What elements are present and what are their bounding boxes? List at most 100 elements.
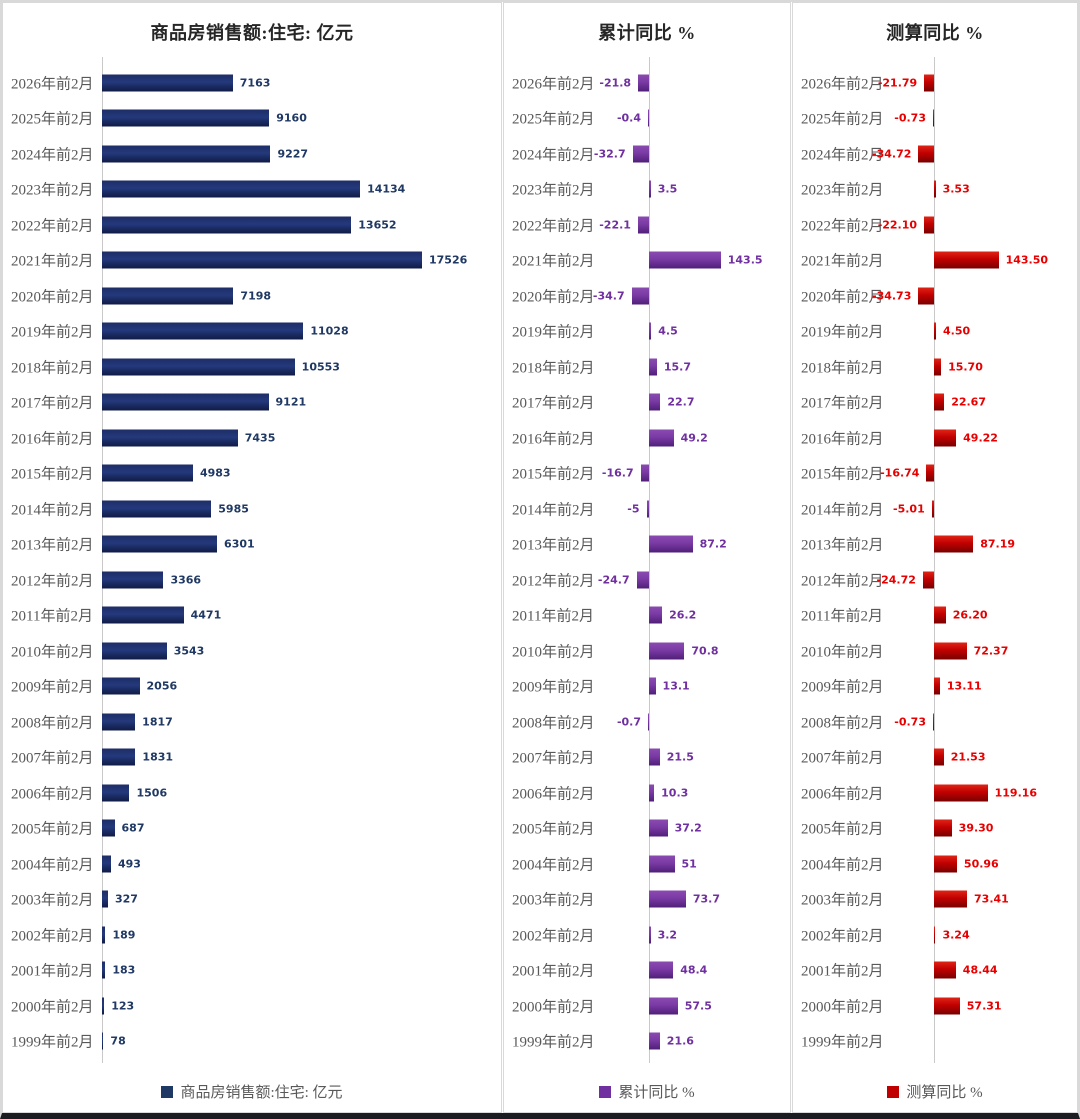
category-label: 2001年前2月 — [512, 963, 595, 980]
chart-row: 2011年前2月 26.20 — [793, 598, 1077, 634]
zero-axis-line — [649, 57, 650, 1063]
chart-row: 2016年前2月 7435 — [3, 420, 501, 456]
value-label: -5.01 — [893, 502, 925, 516]
category-label: 2025年前2月 — [801, 111, 884, 128]
plot-area-sales: 2026年前2月 7163 2025年前2月 9160 2024年前2月 9227 2023… — [3, 57, 501, 1063]
category-label: 2002年前2月 — [801, 928, 884, 945]
chart-row: 2012年前2月 -24.7 — [504, 562, 790, 598]
category-label: 2016年前2月 — [512, 431, 595, 448]
value-label: 7163 — [239, 76, 271, 90]
chart-row: 2025年前2月 -0.4 — [504, 101, 790, 137]
chart-row: 2019年前2月 4.50 — [793, 314, 1077, 350]
value-label: -16.74 — [880, 466, 920, 480]
bar — [102, 677, 140, 695]
bar — [649, 855, 675, 873]
category-label: 2010年前2月 — [11, 644, 94, 661]
chart-row: 2006年前2月 1506 — [3, 775, 501, 811]
category-label: 2013年前2月 — [801, 537, 884, 554]
value-label: 4.5 — [658, 324, 678, 338]
chart-row: 2005年前2月 37.2 — [504, 811, 790, 847]
chart-row: 2014年前2月 -5 — [504, 491, 790, 527]
category-label: 2017年前2月 — [512, 395, 595, 412]
value-label: 13.11 — [946, 679, 982, 693]
category-label: 2024年前2月 — [512, 147, 595, 164]
chart-row: 2009年前2月 13.11 — [793, 669, 1077, 705]
bar — [924, 216, 934, 234]
value-label: 21.53 — [950, 750, 986, 764]
chart-row: 2023年前2月 3.5 — [504, 172, 790, 208]
bar — [934, 358, 942, 376]
bar — [102, 393, 269, 411]
category-label: 2010年前2月 — [512, 644, 595, 661]
value-label: 4471 — [190, 608, 222, 622]
chart-row: 2016年前2月 49.2 — [504, 420, 790, 456]
bar — [102, 74, 233, 92]
legend-swatch-icon — [161, 1085, 174, 1098]
value-label: 3.2 — [657, 928, 678, 942]
value-label: 493 — [118, 857, 141, 871]
category-label: 2013年前2月 — [512, 537, 595, 554]
chart-row: 2003年前2月 327 — [3, 882, 501, 918]
chart-row: 2001年前2月 183 — [3, 953, 501, 989]
bar — [632, 145, 649, 163]
bar — [649, 606, 663, 624]
bar — [102, 713, 136, 731]
category-label: 2025年前2月 — [512, 111, 595, 128]
bar — [648, 109, 649, 127]
bar — [934, 251, 999, 269]
value-label: 70.8 — [691, 644, 719, 658]
chart-row: 2002年前2月 3.2 — [504, 917, 790, 953]
chart-row: 2023年前2月 3.53 — [793, 172, 1077, 208]
category-label: 2025年前2月 — [11, 111, 94, 128]
chart-row: 2026年前2月 -21.8 — [504, 65, 790, 101]
bar — [102, 961, 106, 979]
value-label: 17526 — [429, 253, 468, 267]
category-label: 2019年前2月 — [11, 324, 94, 341]
category-label: 2016年前2月 — [801, 431, 884, 448]
chart-row: 2004年前2月 493 — [3, 846, 501, 882]
bar — [649, 642, 685, 660]
chart-row: 1999年前2月 21.6 — [504, 1024, 790, 1060]
bar — [649, 997, 678, 1015]
category-label: 2026年前2月 — [512, 76, 595, 93]
value-label: 6301 — [224, 537, 255, 551]
bar — [649, 251, 721, 269]
chart-row: 2018年前2月 15.70 — [793, 349, 1077, 385]
bar — [934, 819, 952, 837]
bar — [934, 393, 945, 411]
chart-row: 2005年前2月 39.30 — [793, 811, 1077, 847]
chart-row: 2010年前2月 70.8 — [504, 633, 790, 669]
bar — [931, 500, 934, 518]
chart-row: 2008年前2月 -0.7 — [504, 704, 790, 740]
legend-label: 商品房销售额:住宅: 亿元 — [180, 1085, 343, 1101]
bar — [102, 109, 270, 127]
chart-row: 2009年前2月 2056 — [3, 669, 501, 705]
category-label: 2007年前2月 — [11, 750, 94, 767]
value-label: 9160 — [276, 111, 307, 125]
chart-row: 2024年前2月 -34.72 — [793, 136, 1077, 172]
category-label: 2001年前2月 — [11, 963, 94, 980]
value-label: 57.5 — [684, 999, 712, 1013]
chart-row: 2018年前2月 15.7 — [504, 349, 790, 385]
chart-row: 2015年前2月 -16.7 — [504, 456, 790, 492]
bar — [934, 961, 956, 979]
chart-row: 2017年前2月 9121 — [3, 385, 501, 421]
bar — [649, 535, 693, 553]
category-label: 2006年前2月 — [512, 786, 595, 803]
value-label: 87.19 — [980, 537, 1016, 551]
category-label: 2002年前2月 — [11, 928, 94, 945]
category-label: 2008年前2月 — [512, 715, 595, 732]
chart-row: 2007年前2月 21.5 — [504, 740, 790, 776]
plot-area-cumulative-yoy: 2026年前2月 -21.8 2025年前2月 -0.4 2024年前2月 -32.7 20… — [504, 57, 790, 1063]
category-label: 2022年前2月 — [11, 218, 94, 235]
bar — [102, 784, 130, 802]
value-label: 73.7 — [692, 892, 720, 906]
value-label: -5 — [627, 502, 640, 516]
bar — [102, 216, 352, 234]
bar — [636, 571, 649, 589]
bar — [646, 500, 649, 518]
chart-row: 2013年前2月 87.19 — [793, 527, 1077, 563]
chart-row: 2000年前2月 57.31 — [793, 988, 1077, 1024]
category-label: 2020年前2月 — [801, 289, 884, 306]
